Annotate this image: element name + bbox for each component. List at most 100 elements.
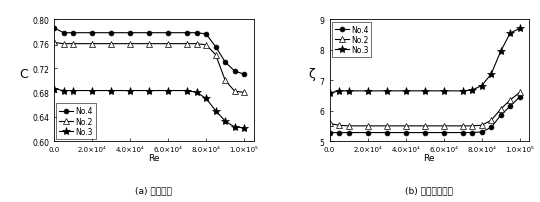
No.2 <box>212 54 219 57</box>
No.2 <box>326 123 333 125</box>
No.2 <box>469 125 475 127</box>
Line: No.4: No.4 <box>327 95 522 135</box>
X-axis label: Re: Re <box>148 154 160 163</box>
No.3 <box>146 90 152 92</box>
No.3 <box>507 33 514 35</box>
No.3 <box>488 74 495 76</box>
No.2 <box>497 108 504 111</box>
No.3 <box>460 90 466 93</box>
No.3 <box>60 90 67 92</box>
Line: No.3: No.3 <box>326 25 524 98</box>
No.4 <box>345 132 352 134</box>
No.2 <box>165 43 171 46</box>
No.3 <box>232 126 238 129</box>
No.3 <box>364 90 371 93</box>
No.3 <box>165 90 171 92</box>
No.2 <box>232 90 238 93</box>
No.2 <box>184 43 190 46</box>
No.4 <box>241 74 247 76</box>
No.4 <box>507 105 514 108</box>
No.2 <box>507 99 514 102</box>
No.4 <box>364 132 371 134</box>
No.3 <box>441 90 447 93</box>
No.3 <box>222 120 228 123</box>
No.3 <box>402 90 409 93</box>
No.2 <box>516 92 523 94</box>
No.3 <box>212 110 219 112</box>
No.3 <box>345 90 352 93</box>
Line: No.2: No.2 <box>51 40 247 96</box>
No.4 <box>146 32 152 35</box>
No.3 <box>516 28 523 31</box>
No.2 <box>146 43 152 46</box>
No.4 <box>441 132 447 134</box>
No.4 <box>402 132 409 134</box>
No.2 <box>222 80 228 82</box>
No.3 <box>127 90 133 92</box>
No.2 <box>108 43 114 46</box>
No.4 <box>336 132 342 134</box>
No.4 <box>383 132 390 134</box>
No.4 <box>184 32 190 35</box>
No.2 <box>460 125 466 127</box>
No.2 <box>193 43 200 46</box>
No.4 <box>469 132 475 134</box>
No.3 <box>89 90 95 92</box>
No.2 <box>364 125 371 127</box>
No.2 <box>345 125 352 127</box>
Text: (a) 流出系数: (a) 流出系数 <box>136 185 172 194</box>
No.3 <box>326 92 333 95</box>
No.2 <box>478 124 485 127</box>
No.4 <box>70 32 76 35</box>
Legend: No.4, No.2, No.3: No.4, No.2, No.3 <box>332 22 372 58</box>
No.3 <box>70 90 76 92</box>
X-axis label: Re: Re <box>423 154 435 163</box>
No.2 <box>60 43 67 46</box>
No.4 <box>165 32 171 35</box>
No.2 <box>241 92 247 94</box>
No.4 <box>203 34 210 36</box>
No.2 <box>127 43 133 46</box>
No.3 <box>421 90 428 93</box>
Line: No.2: No.2 <box>326 90 523 129</box>
Line: No.3: No.3 <box>50 85 248 132</box>
No.4 <box>516 96 523 99</box>
No.3 <box>193 92 200 94</box>
No.3 <box>203 98 210 100</box>
No.2 <box>488 120 495 122</box>
No.2 <box>51 42 57 44</box>
No.3 <box>184 90 190 92</box>
No.2 <box>336 124 342 127</box>
No.3 <box>51 88 57 90</box>
No.2 <box>203 44 210 47</box>
No.4 <box>232 70 238 73</box>
No.2 <box>402 125 409 127</box>
Legend: No.4, No.2, No.3: No.4, No.2, No.3 <box>56 104 96 139</box>
No.3 <box>241 127 247 129</box>
No.4 <box>127 32 133 35</box>
No.4 <box>89 32 95 35</box>
No.4 <box>212 46 219 49</box>
Y-axis label: C: C <box>19 68 28 81</box>
Text: (b) 压力损失系数: (b) 压力损失系数 <box>406 185 453 194</box>
No.4 <box>478 131 485 134</box>
No.4 <box>326 132 333 134</box>
No.4 <box>193 32 200 35</box>
No.4 <box>108 32 114 35</box>
No.4 <box>460 132 466 134</box>
Line: No.4: No.4 <box>51 26 247 77</box>
No.4 <box>497 114 504 117</box>
No.3 <box>469 89 475 92</box>
No.3 <box>108 90 114 92</box>
No.2 <box>70 43 76 46</box>
No.2 <box>421 125 428 127</box>
Y-axis label: ζ: ζ <box>308 68 315 81</box>
No.4 <box>421 132 428 134</box>
No.4 <box>488 126 495 129</box>
No.3 <box>497 51 504 53</box>
No.2 <box>441 125 447 127</box>
No.3 <box>478 85 485 87</box>
No.4 <box>51 27 57 30</box>
No.3 <box>336 90 342 93</box>
No.2 <box>89 43 95 46</box>
